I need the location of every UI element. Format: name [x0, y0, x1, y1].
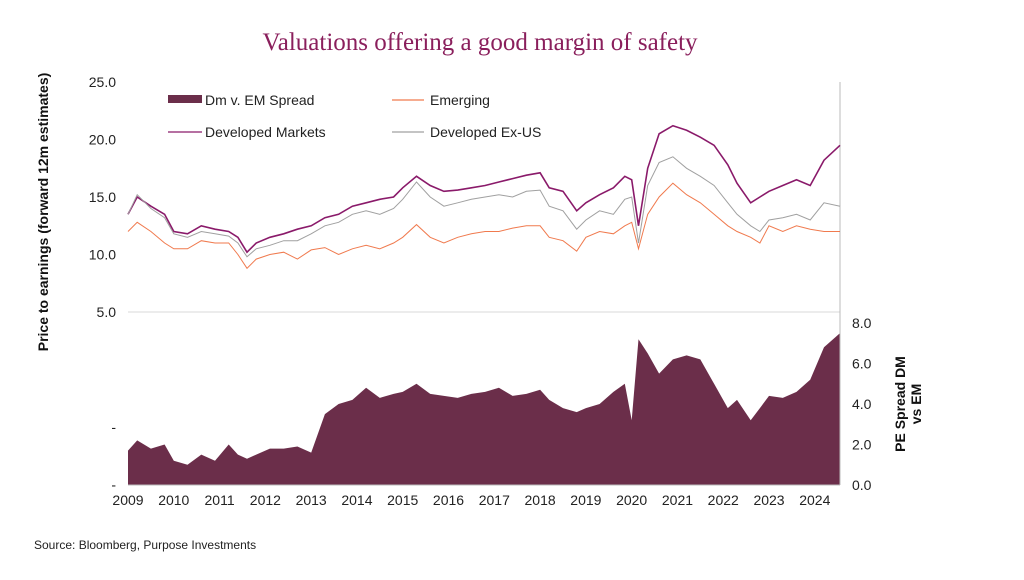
y-tick-label: 25.0 — [89, 74, 116, 90]
x-tick-label: 2013 — [296, 492, 327, 508]
y-tick-label: 20.0 — [89, 132, 116, 148]
x-tick-label: 2015 — [387, 492, 418, 508]
legend-label-emerging: Emerging — [430, 92, 490, 108]
legend-label-exus: Developed Ex-US — [430, 124, 541, 140]
x-tick-label: 2010 — [158, 492, 189, 508]
x-tick-label: 2014 — [341, 492, 372, 508]
y-tick-label: - — [111, 477, 116, 493]
x-tick-label: 2024 — [799, 492, 830, 508]
series-area-dm-v-em-spread — [128, 333, 840, 485]
x-tick-label: 2016 — [433, 492, 464, 508]
y-right-tick-label: 0.0 — [852, 477, 872, 493]
legend: Dm v. EM Spread Emerging Developed Marke… — [168, 92, 541, 140]
x-tick-label: 2023 — [753, 492, 784, 508]
y-right-tick-label: 4.0 — [852, 396, 872, 412]
x-tick-label: 2022 — [708, 492, 739, 508]
chart-title: Valuations offering a good margin of saf… — [262, 29, 698, 56]
source-note: Source: Bloomberg, Purpose Investments — [34, 538, 256, 552]
series-line-developed-ex-us — [127, 156, 841, 258]
y-right-tick-label: 8.0 — [852, 315, 872, 331]
legend-swatch-spread — [168, 95, 202, 103]
x-tick-label: 2018 — [525, 492, 556, 508]
x-tick-label: 2020 — [616, 492, 647, 508]
y-right-tick-label: 6.0 — [852, 356, 872, 372]
series-line-emerging — [127, 182, 840, 270]
x-tick-label: 2019 — [570, 492, 601, 508]
x-tick-label: 2011 — [205, 492, 235, 508]
series-line-developed-markets — [127, 124, 841, 254]
y-tick-label: - — [111, 419, 116, 435]
x-tick-label: 2012 — [250, 492, 281, 508]
legend-label-developed: Developed Markets — [205, 124, 326, 140]
x-tick-label: 2009 — [112, 492, 143, 508]
y-axis-label: Price to earnings (forward 12m estimates… — [35, 73, 51, 352]
y-tick-label: 5.0 — [97, 304, 117, 320]
legend-label-spread: Dm v. EM Spread — [205, 92, 314, 108]
y-axis-right-label-line2: vs EM — [908, 384, 924, 424]
x-tick-label: 2017 — [479, 492, 510, 508]
y-axis-right-label-line1: PE Spread DM — [892, 356, 908, 452]
y-tick-label: 15.0 — [89, 189, 116, 205]
x-tick-label: 2021 — [662, 492, 693, 508]
y-tick-label: 10.0 — [89, 247, 116, 263]
y-right-tick-label: 2.0 — [852, 437, 872, 453]
